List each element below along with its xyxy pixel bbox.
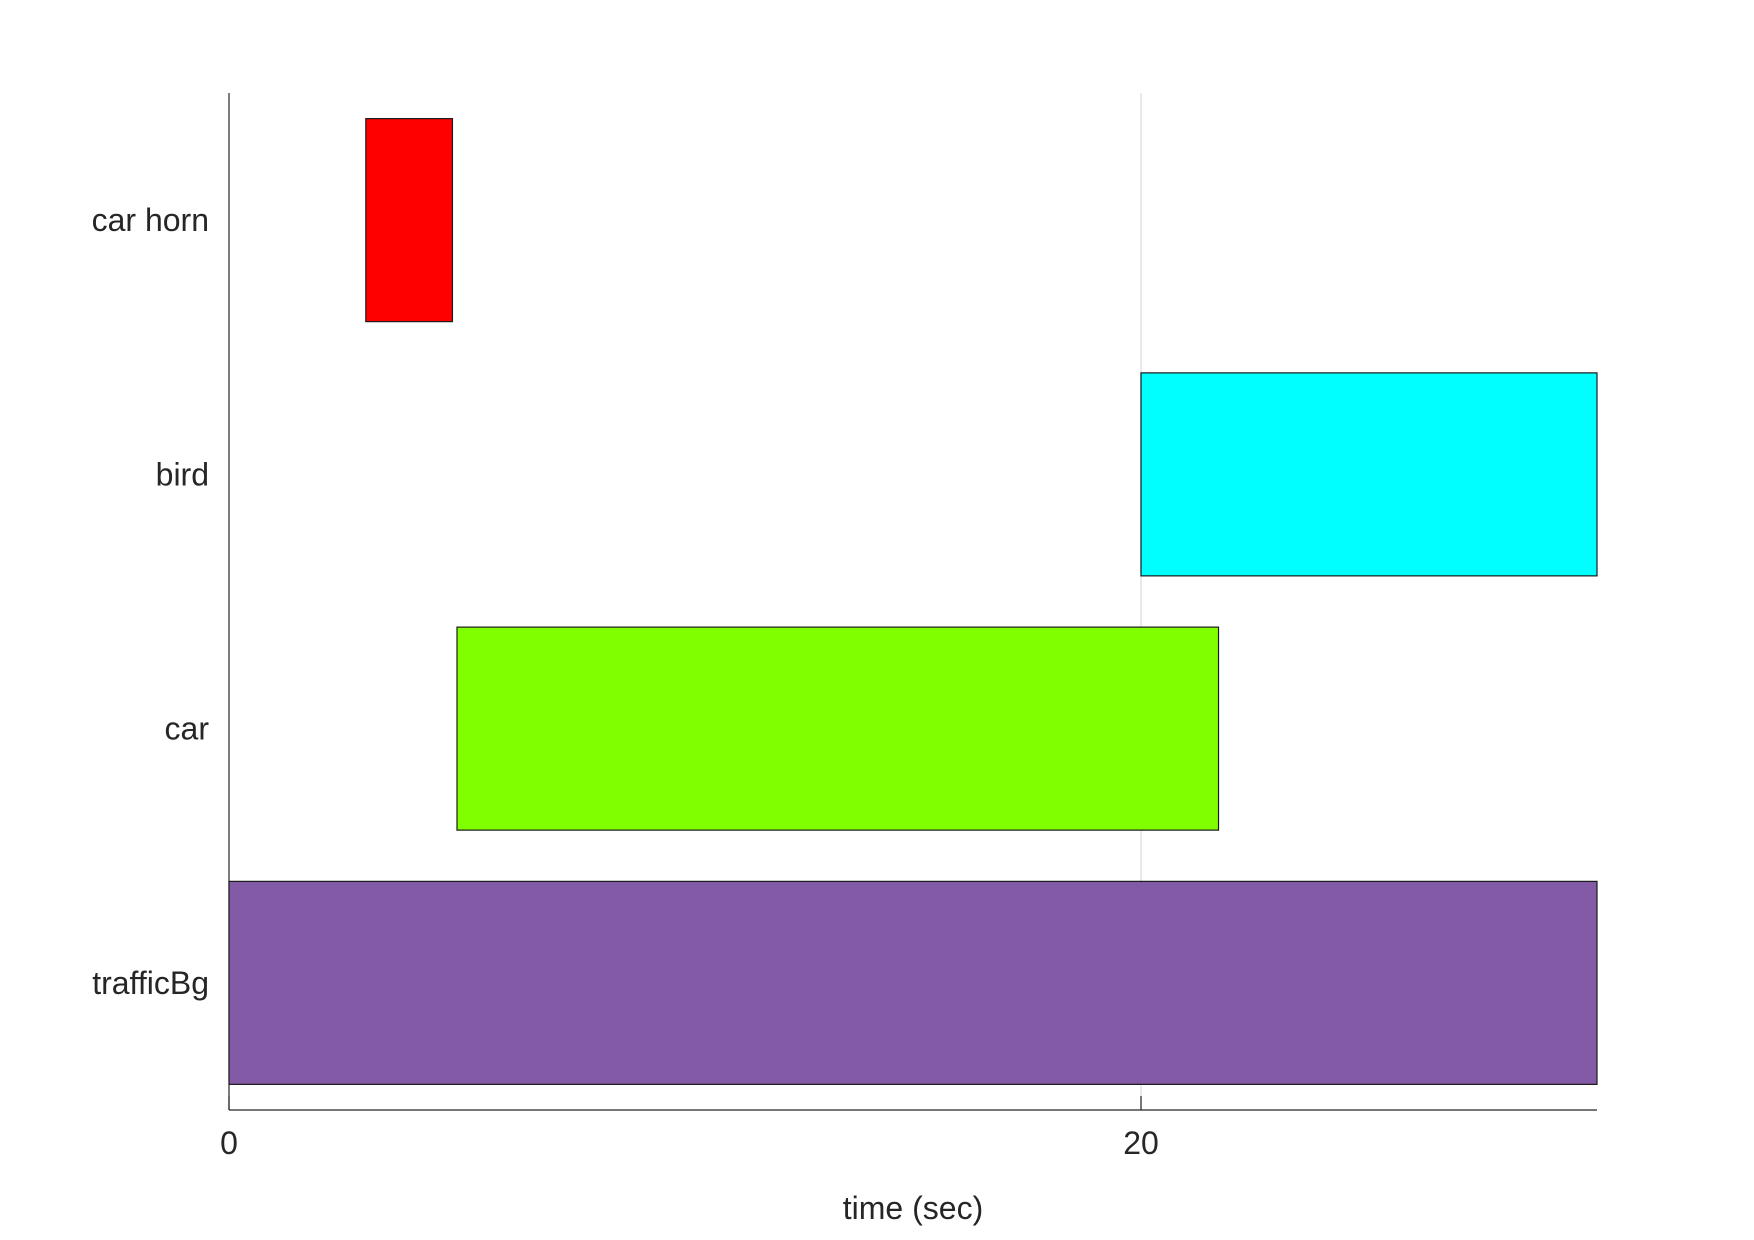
axes-layer xyxy=(228,93,1597,1111)
y-tick-label-car: car xyxy=(165,711,210,747)
x-axis-title: time (sec) xyxy=(843,1190,983,1226)
x-tick-label-0: 0 xyxy=(220,1125,238,1161)
y-tick-label-bird: bird xyxy=(156,456,209,492)
y-tick-label-trafficbg: trafficBg xyxy=(92,965,209,1001)
bars-layer xyxy=(228,118,1598,1085)
bar-bird xyxy=(1140,372,1598,577)
bar-car xyxy=(456,626,1220,831)
x-tick-label-20: 20 xyxy=(1123,1125,1159,1161)
labels-layer: 0 20 car horn bird car trafficBg xyxy=(92,202,1159,1161)
bar-car-horn xyxy=(365,118,454,323)
bar-trafficbg xyxy=(228,880,1598,1085)
y-tick-label-car-horn: car horn xyxy=(92,202,209,238)
